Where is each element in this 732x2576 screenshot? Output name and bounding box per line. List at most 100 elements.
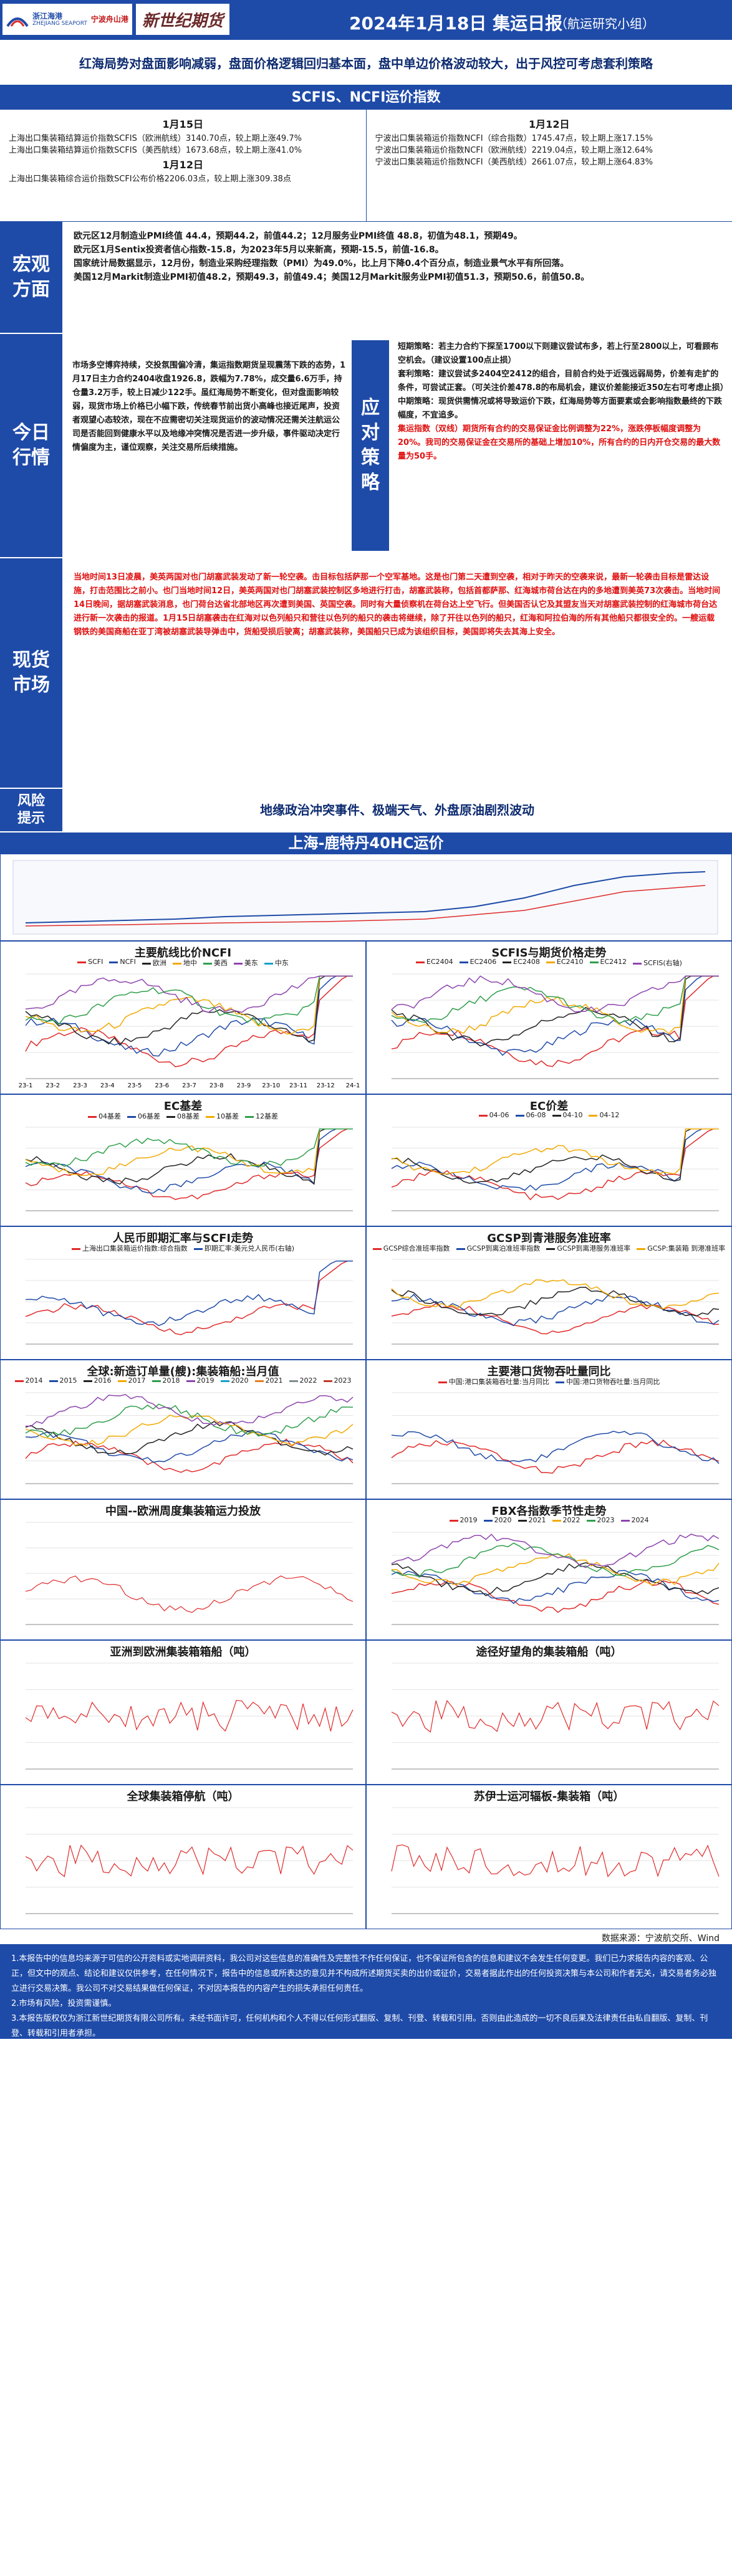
- chart-title: EC基差: [163, 1100, 203, 1113]
- series-line: [391, 975, 719, 1013]
- series-line: [25, 1128, 353, 1200]
- series-line: [391, 1562, 720, 1596]
- legend-entry: 12基差: [245, 1111, 278, 1121]
- chart-plot: [391, 1127, 719, 1211]
- tick-label: 23-5: [128, 1082, 142, 1089]
- series-line: [391, 975, 719, 1067]
- chart-legend: 中国:港口集装箱吞吐量:当月同比 中国:港口货物吞吐量:当月同比: [367, 1376, 731, 1386]
- legend-entry: 04-06: [478, 1111, 509, 1121]
- report-header: 浙江海港 ZHEJIANG SEAPORT 宁波舟山港 新世纪期货 2024年1…: [0, 0, 732, 40]
- series-line: [25, 975, 353, 1067]
- chart-title: SCFIS与期货价格走势: [491, 947, 607, 960]
- legend-entry: SCFIS(右轴): [633, 958, 682, 968]
- series-line: [391, 975, 719, 1056]
- legend-entry: 2024: [620, 1516, 649, 1526]
- c2-chart: SCFIS与期货价格走势 EC2404 EC2406 EC2408 EC2410 EC24…: [366, 941, 732, 1094]
- chart-legend: EC2404 EC2406 EC2408 EC2410 EC2412 SCFIS(右轴): [367, 958, 731, 968]
- chart-legend: 2014 2015 2016 2017 2018 2019 2020 2021 2022 2023: [1, 1376, 365, 1386]
- chart-title: 全球:新造订单量(艘):集装箱船:当月值: [87, 1365, 279, 1378]
- series-line: [25, 1575, 354, 1613]
- series-line: [391, 1844, 720, 1877]
- c12-chart: 途径好望角的集装箱船（吨）: [366, 1640, 732, 1785]
- series-line: [391, 975, 719, 1034]
- macro-line: 国家统计局数据显示，12月份，制造业采购经理指数（PMI）为49.0%，比上月下…: [74, 259, 569, 269]
- chart-row: 人民币即期汇率与SCFI走势 上海出口集装箱运价指数:综合指数 即期汇率:美元兑人民…: [0, 1226, 732, 1360]
- series-line: [391, 1128, 719, 1191]
- tick-label: 23-10: [262, 1082, 280, 1089]
- legend-entry: EC2412: [589, 958, 627, 968]
- series-line: [25, 975, 353, 1046]
- report-title: 2024年1月18日 集运日报: [349, 13, 563, 34]
- today-label: 今日行情: [0, 334, 62, 557]
- spot-label: 现货市场: [0, 558, 62, 788]
- legend-entry: EC2404: [416, 958, 453, 968]
- chart-row: 全球:新造订单量(艘):集装箱船:当月值 2014 2015 2016 2017 2018…: [0, 1360, 732, 1499]
- chart-plot: [391, 1807, 720, 1914]
- chart-legend: 2019 2020 2021 2022 2023 2024: [367, 1516, 731, 1526]
- short-strategy: 短期策略：若主力合约下探至1700以下则建议尝试布多，若上行至2800以上，可看…: [398, 342, 719, 365]
- legend-entry: 06-08: [515, 1111, 546, 1121]
- chart-row: 中国--欧洲周度集装箱运力投放 FBX各指数季节性走势 2019 2020 2021 20…: [0, 1499, 732, 1640]
- report-subtitle: （航运研究小组）: [555, 16, 655, 31]
- data-source: 数据来源：宁波航交所、Wind: [601, 1934, 720, 1944]
- strategy-body: 短期策略：若主力合约下探至1700以下则建议尝试布多，若上行至2800以上，可看…: [394, 340, 728, 551]
- ncfi-line: 宁波出口集装箱运价指数NCFI（美西航线）2661.07点，较上期上涨64.83…: [375, 158, 653, 167]
- c11-chart: 亚洲到欧洲集装箱箱船（吨）: [0, 1640, 366, 1785]
- scfis-line: 上海出口集装箱结算运价指数SCFIS（欧洲航线）3140.70点，较上期上涨49…: [9, 134, 302, 143]
- tick-label: 23-3: [73, 1082, 87, 1089]
- series-line: [391, 1553, 720, 1586]
- legend-entry: GCSP:集装箱 到港准班率: [637, 1243, 725, 1253]
- series-line: [25, 1128, 353, 1167]
- legend-entry: 2015: [49, 1376, 77, 1386]
- chart-plot: [25, 1807, 354, 1914]
- chart-title: 亚洲到欧洲集装箱箱船（吨）: [110, 1646, 256, 1659]
- legend-entry: 06基差: [127, 1111, 160, 1121]
- risk-section: 风险提示 地缘政治冲突事件、极端天气、外盘原油剧烈波动: [0, 789, 732, 832]
- logo1-cn: 浙江海港: [32, 11, 63, 21]
- shanghai-rotterdam-chart: [0, 854, 732, 941]
- legend-entry: 2022: [289, 1376, 317, 1386]
- tick-label: 23-9: [237, 1082, 251, 1089]
- legend-entry: 美东: [233, 958, 258, 968]
- legend-entry: 中东: [264, 958, 289, 968]
- series-line: [391, 1287, 720, 1317]
- c1-chart: 主要航线比价NCFI SCFI NCFI 欧洲 地中 美西 美东 中东 23-1 23-2 23-3…: [0, 941, 366, 1094]
- zhejiang-seaport-logo: 浙江海港 ZHEJIANG SEAPORT 宁波舟山港: [2, 4, 132, 35]
- series-line: [391, 1128, 719, 1175]
- tick-label: 23-11: [289, 1082, 307, 1089]
- legend-entry: 2023: [323, 1376, 352, 1386]
- strategy-label: 应对策略: [352, 340, 389, 551]
- rate-line-2: [25, 885, 706, 927]
- scfis-line: 上海出口集装箱结算运价指数SCFIS（美西航线）1673.68点，较上期上涨41…: [9, 146, 302, 155]
- scfis-box: 1月15日 上海出口集装箱结算运价指数SCFIS（欧洲航线）3140.70点，较…: [0, 110, 366, 221]
- legend-entry: 04-10: [552, 1111, 582, 1121]
- series-line: [25, 1394, 354, 1427]
- legend-entry: 2021: [518, 1516, 546, 1526]
- legend-entry: 10基差: [206, 1111, 239, 1121]
- legend-entry: 2019: [449, 1516, 478, 1526]
- legend-entry: 2020: [220, 1376, 249, 1386]
- legend-entry: EC2408: [503, 958, 540, 968]
- rate-line: [25, 871, 706, 923]
- legend-entry: 2021: [254, 1376, 283, 1386]
- macro-section: 宏观方面 欧元区12月制造业PMI终值 44.4，预期44.2，前值44.2；1…: [0, 222, 732, 334]
- series-line: [391, 1700, 720, 1733]
- index-section: 1月15日 上海出口集装箱结算运价指数SCFIS（欧洲航线）3140.70点，较…: [0, 110, 732, 222]
- series-line: [25, 1700, 354, 1732]
- tick-label: 23-8: [209, 1082, 224, 1089]
- chart-title: 全球集装箱停航（吨）: [127, 1790, 239, 1803]
- market-summary: 市场多空博弈持续，交投氛围偏冷清，集运指数期货呈现震荡下跌的态势，1月17日主力…: [72, 361, 346, 452]
- c7-chart: 全球:新造订单量(艘):集装箱船:当月值 2014 2015 2016 2017 2018…: [0, 1360, 366, 1499]
- series-line: [25, 975, 353, 1013]
- tick-label: 23-12: [317, 1082, 335, 1089]
- chart-title: 主要港口货物吞吐量同比: [487, 1365, 611, 1378]
- c14-chart: 苏伊士运河辐板-集装箱（吨）: [366, 1785, 732, 1929]
- chart-title: GCSP到青港服务准班率: [487, 1232, 611, 1245]
- ncfi-date: 1月12日: [529, 118, 570, 130]
- tick-label: 23-6: [155, 1082, 169, 1089]
- c8-chart: 主要港口货物吞吐量同比 中国:港口集装箱吞吐量:当月同比 中国:港口货物吞吐量:当月…: [366, 1360, 732, 1499]
- legend-entry: 2022: [552, 1516, 580, 1526]
- series-line: [391, 1570, 720, 1605]
- chart-plot: [391, 1532, 720, 1625]
- legend-entry: 地中: [172, 958, 197, 968]
